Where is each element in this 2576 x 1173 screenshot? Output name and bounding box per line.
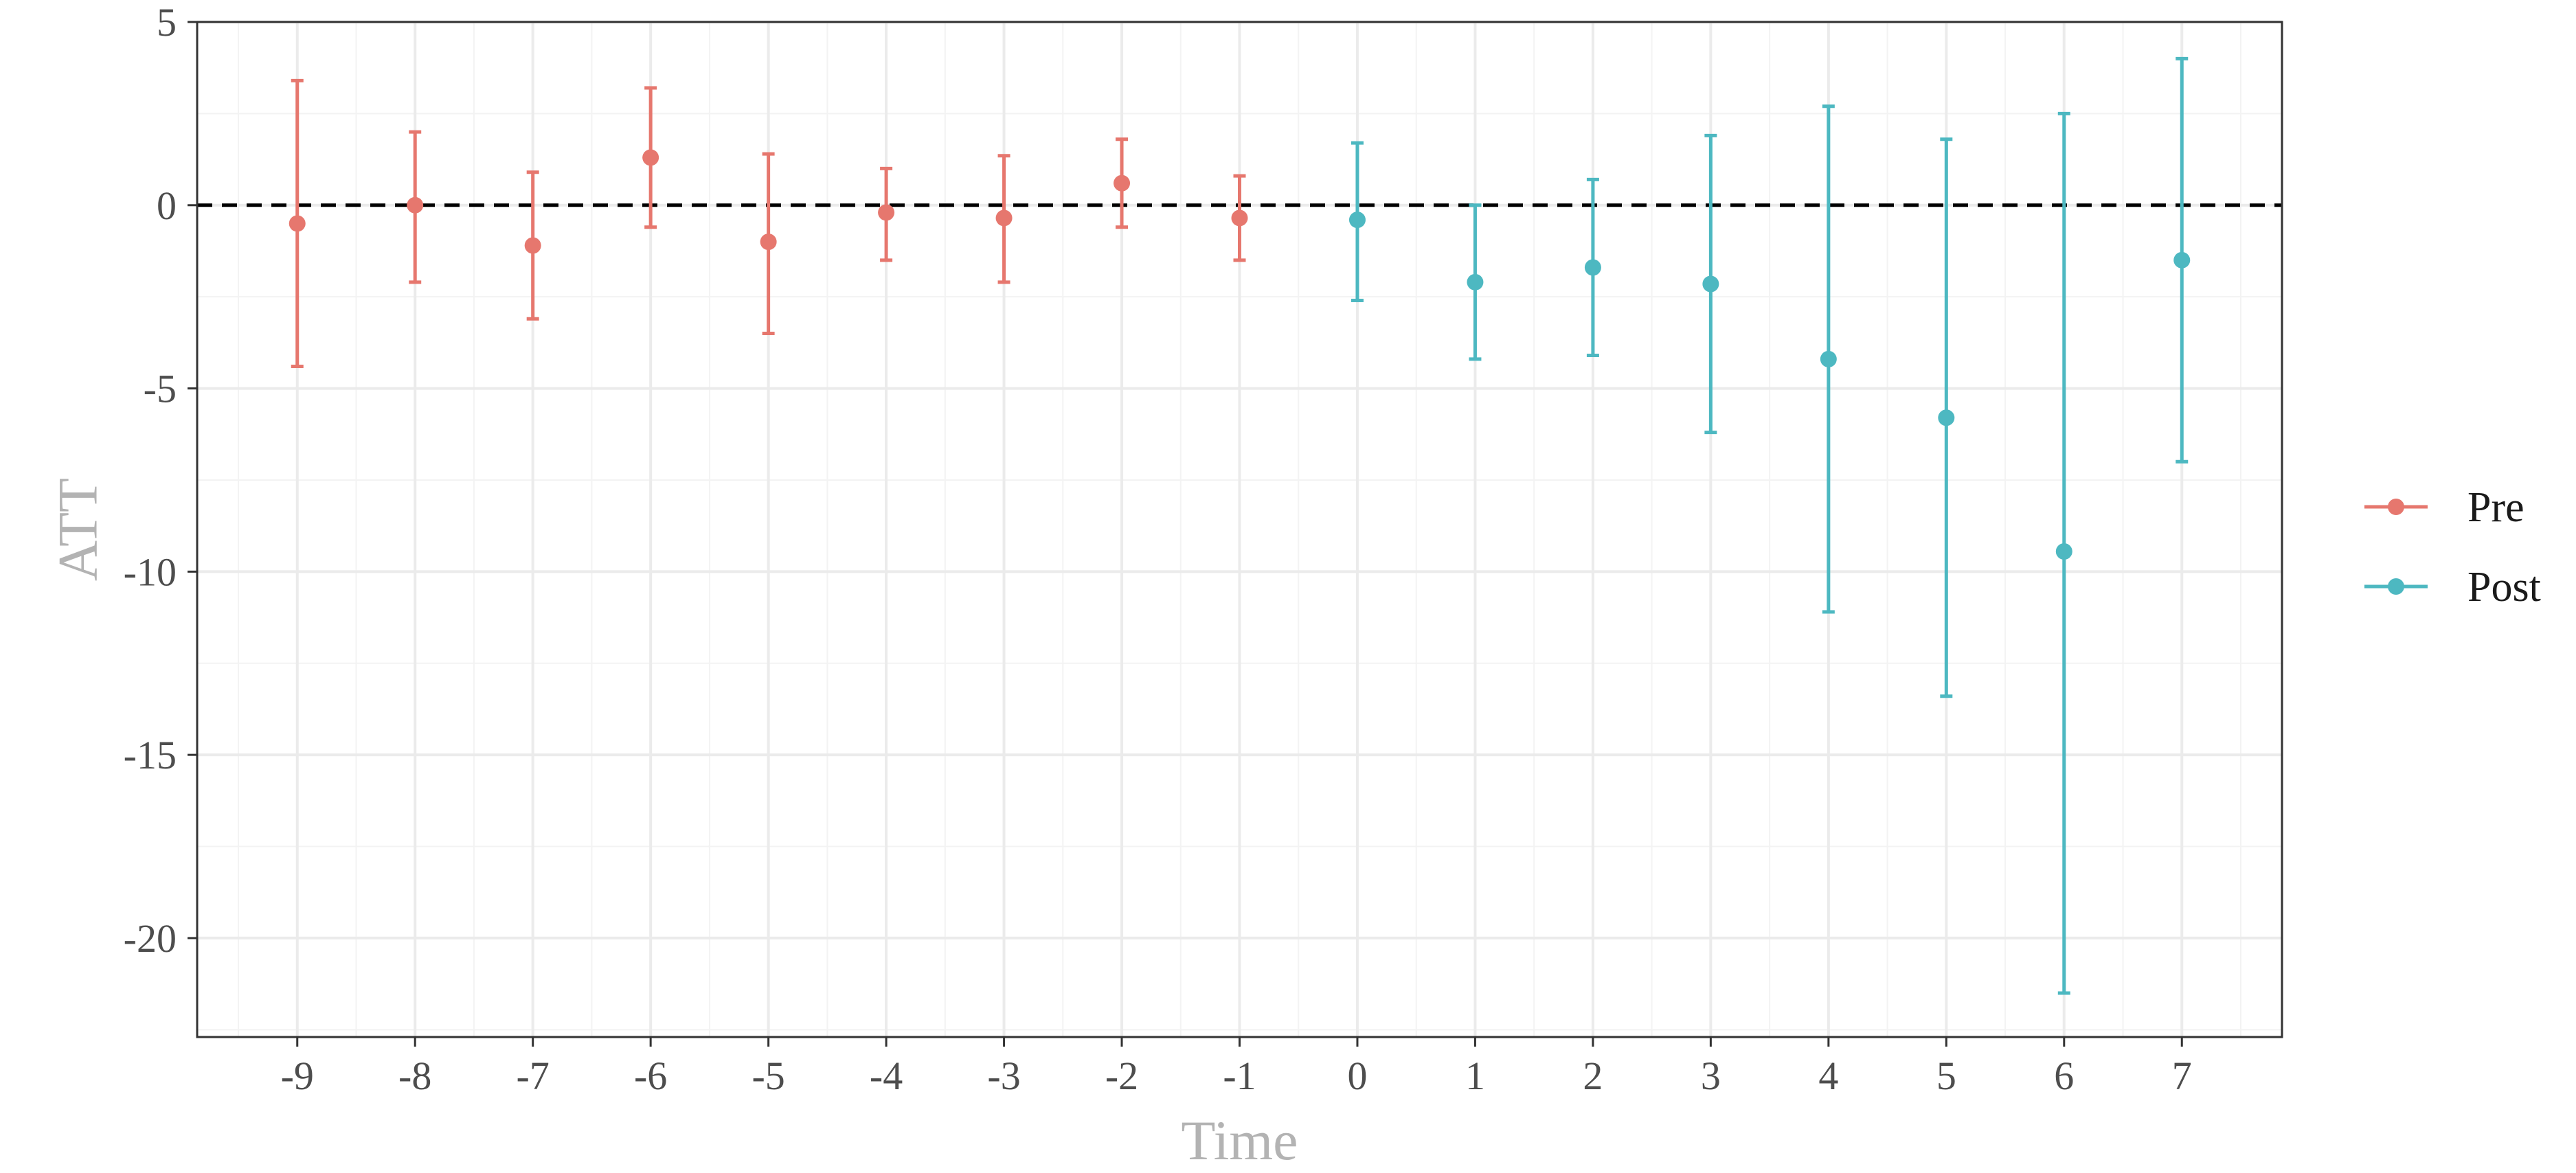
y-tick-label: -15	[124, 733, 177, 777]
point-estimate	[878, 204, 895, 221]
legend-item-post: Post	[2364, 564, 2541, 611]
point-estimate	[524, 237, 541, 254]
x-tick-label: 6	[2054, 1054, 2074, 1098]
point-estimate	[1348, 212, 1366, 229]
x-tick-label: 5	[1936, 1054, 1956, 1098]
point-estimate	[1467, 273, 1484, 291]
x-tick-label: -3	[987, 1054, 1020, 1098]
y-tick-label: 5	[157, 0, 177, 45]
point-estimate	[2055, 543, 2072, 560]
y-tick-label: -10	[124, 549, 177, 594]
y-tick-label: -5	[144, 367, 177, 411]
x-tick-label: -4	[870, 1054, 903, 1098]
point-estimate	[1584, 259, 1601, 276]
point-estimate	[407, 196, 424, 214]
x-tick-label: -7	[517, 1054, 550, 1098]
legend-label: Pre	[2467, 484, 2524, 531]
point-estimate	[2173, 251, 2191, 269]
x-tick-label: 1	[1465, 1054, 1485, 1098]
point-estimate	[1114, 174, 1131, 192]
x-axis-title: Time	[1181, 1109, 1298, 1172]
error-bar-marks	[289, 56, 2191, 995]
x-axis: -9 -8 -7 -6 -5 -4 -3 -2 -1 0 1 2 3 4 5 6 7	[281, 1037, 2192, 1098]
x-tick-label: -2	[1105, 1054, 1138, 1098]
point-estimate	[1702, 275, 1719, 293]
point-estimate	[1820, 350, 1837, 367]
point-estimate	[995, 209, 1013, 227]
point-estimate	[1938, 409, 1955, 426]
x-tick-label: 7	[2172, 1054, 2192, 1098]
point-estimate	[642, 149, 659, 166]
x-tick-label: -9	[281, 1054, 314, 1098]
legend: Pre Post	[2364, 484, 2541, 611]
y-axis: 5 0 -5 -10 -15 -20	[124, 0, 197, 961]
x-tick-label: 4	[1818, 1054, 1838, 1098]
x-tick-label: -8	[398, 1054, 431, 1098]
x-tick-label: -5	[752, 1054, 784, 1098]
point-estimate	[1231, 209, 1248, 227]
legend-key-point	[2388, 578, 2404, 595]
y-axis-title: ATT	[47, 478, 109, 581]
x-tick-label: 0	[1347, 1054, 1367, 1098]
legend-item-pre: Pre	[2364, 484, 2524, 531]
y-tick-label: 0	[157, 183, 177, 228]
x-tick-label: 2	[1583, 1054, 1603, 1098]
point-estimate	[289, 215, 306, 232]
point-estimate	[760, 234, 777, 251]
legend-key-point	[2388, 499, 2404, 515]
y-tick-label: -20	[124, 916, 177, 961]
series-pre	[289, 78, 1248, 369]
x-tick-label: -1	[1223, 1054, 1256, 1098]
x-tick-label: -6	[634, 1054, 667, 1098]
series-post	[1348, 56, 2191, 995]
x-tick-label: 3	[1701, 1054, 1721, 1098]
legend-label: Post	[2467, 564, 2541, 611]
